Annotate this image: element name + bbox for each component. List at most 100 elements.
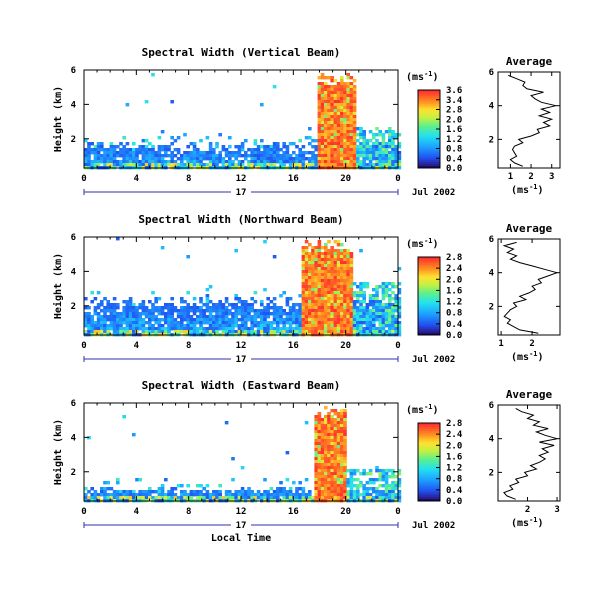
colorbar-unit-label: (ms-1) xyxy=(406,237,439,250)
x-tick-label: 4 xyxy=(134,174,140,184)
colorbar-tick-label: 2.4 xyxy=(446,264,463,274)
profile-y-tick-label: 2 xyxy=(489,302,494,312)
profile-x-tick-label: 2 xyxy=(525,505,530,515)
y-tick-label: 2 xyxy=(71,468,76,478)
y-tick-label: 4 xyxy=(71,433,77,443)
colorbar: 3.63.42.82.01.61.20.80.40.0 xyxy=(417,86,463,174)
date-day-bg xyxy=(231,186,251,196)
x-tick-label: 4 xyxy=(134,507,140,517)
x-tick-label: 16 xyxy=(288,341,299,351)
colorbar-unit-label-base: (ms xyxy=(406,72,424,83)
profile-x-axis-label-close: ) xyxy=(538,352,544,363)
profile-title: Average xyxy=(506,388,553,401)
profile-y-tick-label: 6 xyxy=(489,401,494,411)
y-tick-label: 4 xyxy=(71,100,77,110)
profile-x-axis-label-base: (ms xyxy=(511,352,529,363)
colorbar-tick-label: 3.4 xyxy=(446,96,463,106)
x-tick-label: 16 xyxy=(288,174,299,184)
profile-frame xyxy=(497,238,561,336)
colorbar-tick-label: 0.0 xyxy=(446,331,462,341)
colorbar-tick-label: 1.6 xyxy=(446,125,462,135)
colorbar-unit-label-close: ) xyxy=(433,405,439,416)
colorbar: 2.82.42.01.6 1.20.80.40.0 xyxy=(417,419,463,507)
colorbar-tick-label: 1.6 xyxy=(446,286,462,296)
colorbar-tick-label: 1.2 xyxy=(446,135,462,145)
colorbar-unit-label-base: (ms xyxy=(406,239,424,250)
profile-line xyxy=(502,241,559,334)
x-tick-label: 20 xyxy=(340,174,351,184)
heatmap-cells xyxy=(84,406,402,503)
y-tick-label: 6 xyxy=(71,66,76,76)
profile-y-tick-label: 4 xyxy=(489,269,495,279)
colorbar-tick-label: 1.6 xyxy=(446,452,462,462)
x-tick-label: 0 xyxy=(395,507,400,517)
colorbar-unit-label-exp: -1 xyxy=(424,70,432,78)
colorbar-unit-label-close: ) xyxy=(433,72,439,83)
x-axis-label: Local Time xyxy=(211,532,271,544)
profile-y-tick-label: 2 xyxy=(489,468,494,478)
colorbar-tick-label: 0.4 xyxy=(446,320,463,330)
profile-y-tick-label: 4 xyxy=(489,435,495,445)
y-axis-label: Height (km) xyxy=(52,419,64,485)
y-axis-label: Height (km) xyxy=(52,86,64,152)
x-tick-label: 0 xyxy=(81,507,86,517)
x-tick-label: 0 xyxy=(81,174,86,184)
x-tick-label: 20 xyxy=(340,507,351,517)
colorbar-frame xyxy=(417,422,441,502)
colorbar-tick-label: 2.0 xyxy=(446,275,462,285)
profile-title: Average xyxy=(506,55,553,68)
profile-x-axis-label-base: (ms xyxy=(511,185,529,196)
profile-x-tick-label: 1 xyxy=(508,172,513,182)
colorbar-tick-label: 0.8 xyxy=(446,309,462,319)
profile-x-axis-label-exp: -1 xyxy=(529,183,537,191)
colorbar: 2.82.42.01.6 1.20.80.40.0 xyxy=(417,253,463,341)
date-day-label: 17 xyxy=(236,188,247,198)
colorbar-tick-label: 0.8 xyxy=(446,475,462,485)
profile-x-tick-label: 2 xyxy=(529,339,534,349)
panel-1: Spectral Width (Northward Beam)0 4 8 12 16 20… xyxy=(52,213,561,365)
profile-x-axis-label-base: (ms xyxy=(511,518,529,529)
profile-x-tick-label: 2 xyxy=(528,172,533,182)
profile-frame xyxy=(497,71,561,169)
colorbar-tick-label: 1.2 xyxy=(446,298,462,308)
x-tick-label: 12 xyxy=(236,174,247,184)
x-tick-label: 0 xyxy=(81,341,86,351)
x-tick-label: 12 xyxy=(236,341,247,351)
date-day-label: 17 xyxy=(236,355,247,365)
profile-x-axis-label: (ms-1) xyxy=(511,350,544,363)
y-tick-label: 2 xyxy=(71,135,76,145)
heatmap-cells xyxy=(84,73,402,170)
x-tick-label: 0 xyxy=(395,341,400,351)
profile-y-tick-label: 6 xyxy=(489,235,494,245)
average-profile: Average 6 4 2 2 3 (ms-1) xyxy=(489,388,561,529)
profile-y-tick-label: 6 xyxy=(489,68,494,78)
date-label: Jul 2002 xyxy=(412,188,455,198)
colorbar-unit-label-exp: -1 xyxy=(424,237,432,245)
colorbar-tick-label: 2.0 xyxy=(446,115,462,125)
y-tick-label: 6 xyxy=(71,399,76,409)
profile-line xyxy=(503,407,558,500)
colorbar-tick-label: 2.0 xyxy=(446,441,462,451)
y-tick-label: 4 xyxy=(71,267,77,277)
y-tick-label: 6 xyxy=(71,233,76,243)
profile-frame xyxy=(497,404,561,502)
date-day-bg xyxy=(231,519,251,529)
panel-2: Spectral Width (Eastward Beam)0 4 8 12 16 20 0… xyxy=(52,379,561,544)
date-label: Jul 2002 xyxy=(412,521,455,531)
profile-x-axis-label: (ms-1) xyxy=(511,183,544,196)
colorbar-tick-label: 2.8 xyxy=(446,419,462,429)
panel-0: Spectral Width (Vertical Beam)0 4 8 12 16 20 0… xyxy=(52,46,561,198)
panel-title: Spectral Width (Northward Beam) xyxy=(138,213,343,226)
profile-line xyxy=(508,74,557,167)
colorbar-tick-label: 2.8 xyxy=(446,106,462,116)
profile-x-axis-label-close: ) xyxy=(538,518,544,529)
x-tick-label: 8 xyxy=(186,507,191,517)
heatmap-cells xyxy=(84,237,402,337)
colorbar-unit-label-base: (ms xyxy=(406,405,424,416)
profile-x-axis-label: (ms-1) xyxy=(511,516,544,529)
profile-x-tick-label: 3 xyxy=(554,505,559,515)
colorbar-unit-label-close: ) xyxy=(433,239,439,250)
colorbar-tick-label: 1.2 xyxy=(446,464,462,474)
x-tick-label: 16 xyxy=(288,507,299,517)
panel-title: Spectral Width (Eastward Beam) xyxy=(142,379,341,392)
